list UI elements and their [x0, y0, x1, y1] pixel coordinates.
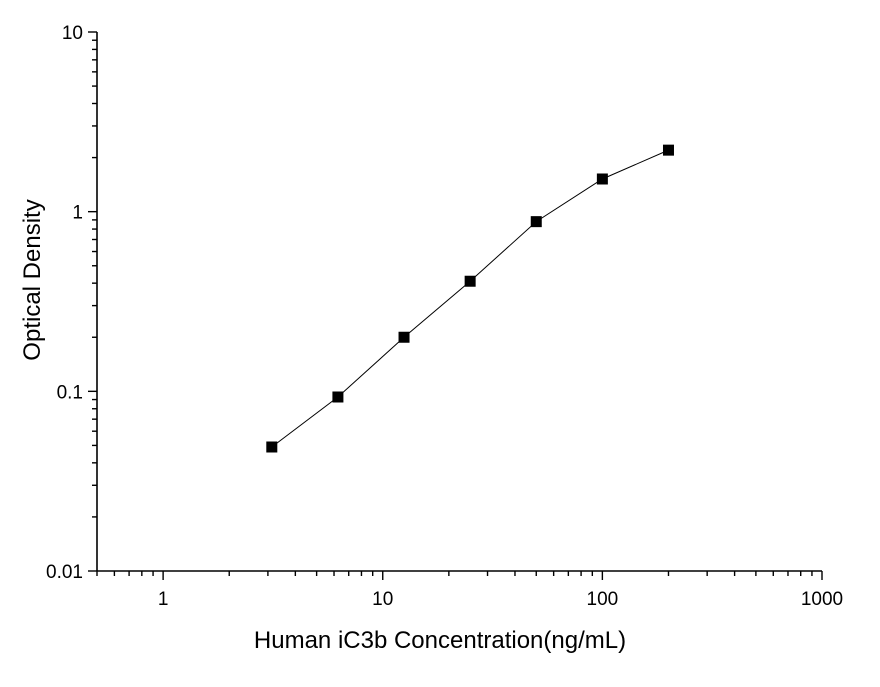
- y-axis-title: Optical Density: [19, 199, 46, 360]
- x-tick-label: 1: [158, 589, 169, 610]
- data-point-marker: [597, 173, 608, 184]
- axes: 1 10 100 1000 0.01 0.1 1 10: [46, 23, 843, 610]
- series-layer: [266, 145, 674, 453]
- x-tick-label: 1000: [801, 589, 843, 610]
- x-tick-label: 10: [372, 589, 393, 610]
- y-tick-label: 0.1: [57, 382, 83, 403]
- y-tick-label: 10: [62, 23, 83, 44]
- data-point-marker: [465, 276, 476, 287]
- x-tick-label: 100: [587, 589, 619, 610]
- y-tick-label: 0.01: [46, 562, 83, 583]
- x-axis-title: Human iC3b Concentration(ng/mL): [254, 627, 626, 654]
- data-point-marker: [332, 391, 343, 402]
- data-point-marker: [531, 216, 542, 227]
- data-point-marker: [399, 332, 410, 343]
- data-point-marker: [663, 145, 674, 156]
- data-point-marker: [266, 441, 277, 452]
- series-line: [272, 150, 669, 447]
- y-tick-label: 1: [72, 203, 83, 224]
